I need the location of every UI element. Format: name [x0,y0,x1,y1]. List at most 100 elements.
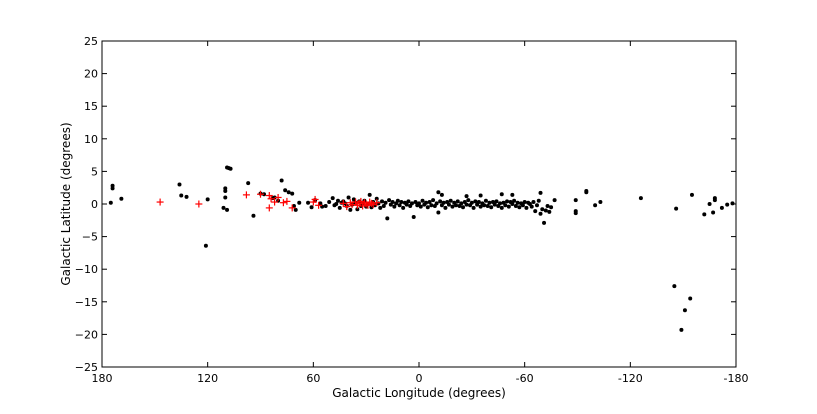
y-tick-label: −25 [75,361,98,374]
x-axis-ticks: 180 120 60 0 -60 -120 -180 [92,41,748,385]
dot-marker [707,202,712,206]
x-axis-label: Galactic Longitude (degrees) [332,386,506,400]
dot-marker [223,195,228,200]
dot-marker [510,192,515,197]
dot-marker [464,194,469,199]
x-tick-label: 180 [92,372,113,385]
dot-marker [573,211,578,216]
plus-marker [195,200,203,208]
dot-marker [455,199,460,204]
dot-marker [674,206,679,211]
dot-marker [512,198,517,203]
plus-marker [265,204,273,212]
dot-marker [108,200,113,205]
dot-marker [306,200,311,205]
dot-marker [429,203,434,208]
dot-marker [505,199,510,204]
dot-marker [520,203,525,208]
dot-marker [355,207,360,212]
dot-marker [688,296,693,301]
dot-marker [483,198,488,203]
dot-marker [406,199,411,204]
dot-marker [719,205,724,210]
dot-marker [538,190,543,195]
dot-marker [246,181,251,186]
dot-marker [638,196,643,201]
dot-marker [439,192,444,197]
y-tick-label: 0 [91,198,98,211]
dot-marker [424,200,429,205]
dot-marker [450,204,455,209]
dot-marker [374,196,379,201]
y-tick-label: −15 [75,296,98,309]
dot-marker [297,200,302,205]
dot-marker [510,202,515,206]
dot-marker [378,205,383,210]
dot-marker [399,200,404,205]
dot-marker [471,205,476,210]
dot-marker [205,197,210,202]
plus-marker [369,201,377,209]
dot-marker [427,200,432,205]
dot-marker [536,198,541,203]
dot-marker [466,198,471,203]
plus-marker [271,198,279,206]
plus-marker [279,199,287,207]
dot-marker [547,209,552,214]
dot-marker [545,203,550,208]
dot-marker [318,201,323,206]
y-tick-label: 5 [91,165,98,178]
dot-marker [425,205,430,210]
dot-marker [290,191,295,196]
dot-marker [446,202,451,207]
dot-marker [436,190,441,195]
dot-marker [184,194,189,199]
dot-marker [223,188,228,193]
dot-marker [413,200,418,205]
dot-marker [464,202,469,207]
dot-marker [323,203,328,208]
dot-marker [584,188,589,193]
dot-marker [515,200,520,205]
y-tick-label: 20 [84,68,98,81]
dot-marker [517,205,522,210]
dot-marker [330,196,335,201]
series-dot-markers [108,165,735,332]
dot-marker [453,203,458,208]
dot-marker [482,203,487,208]
dot-marker [293,207,298,212]
dot-marker [383,200,388,205]
dot-marker [417,201,421,206]
dot-marker [459,201,464,206]
dot-marker [334,202,339,206]
dot-marker [469,200,474,205]
dot-marker [487,200,492,205]
dot-marker [203,243,208,248]
dot-marker [476,200,481,205]
dot-marker [309,205,314,210]
dot-marker [538,211,543,216]
dot-marker [221,205,226,210]
dot-marker [380,199,385,204]
dot-marker [401,205,406,210]
dot-marker [485,203,490,208]
y-tick-label: 15 [84,100,98,113]
dot-marker [494,199,499,204]
dot-marker [534,203,539,208]
y-tick-label: 10 [84,133,98,146]
dot-marker [443,205,448,210]
dot-marker [291,203,296,208]
dot-marker [598,200,603,205]
dot-marker [409,201,414,206]
dot-marker [346,195,351,200]
plus-marker [267,195,275,203]
dot-marker [689,192,694,197]
dot-marker [225,165,230,170]
dot-marker [492,202,497,207]
dot-marker [499,192,504,197]
dot-marker [420,198,425,203]
dot-marker [533,209,538,214]
plus-marker [283,197,291,205]
dot-marker [522,200,527,205]
dot-marker [418,204,423,209]
